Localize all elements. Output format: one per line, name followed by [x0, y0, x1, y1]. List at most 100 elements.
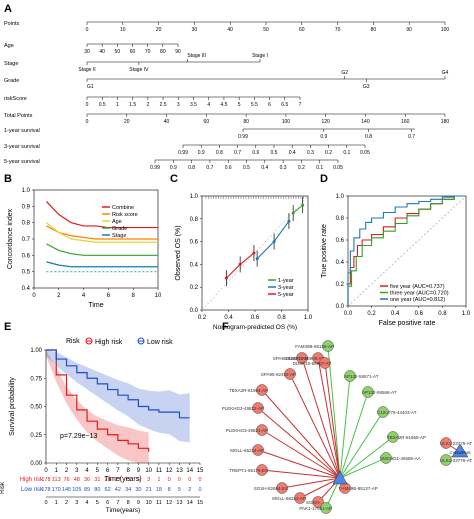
legend-label: five year (AUC=0.737) — [390, 284, 445, 290]
nomogram-row-label: Age — [4, 43, 14, 49]
network-node-label: PAK1-17951-AP — [299, 506, 332, 511]
nomogram-tick-label: 3.5 — [190, 102, 197, 108]
risk-table-count: 178 — [41, 487, 50, 493]
x-tick-label: 13 — [176, 468, 183, 474]
x-tick-label: 7 — [116, 468, 120, 474]
y-tick-label: 0.6 — [190, 240, 199, 246]
legend-label: Combine — [112, 205, 134, 211]
x-tick-label: 0.6 — [415, 311, 424, 317]
network-edge — [317, 357, 341, 479]
y-tick-label: 0.8 — [336, 216, 345, 222]
nomogram-tick-label: 0.6 — [252, 150, 259, 156]
nomogram-tick-label: 0.7 — [408, 134, 415, 140]
risk-table-count: 36 — [84, 477, 90, 483]
nomogram-tick-label: G3 — [363, 84, 370, 90]
series-line — [256, 220, 290, 260]
x-tick-label: 5 — [96, 468, 100, 474]
x-tick-label: 1.0 — [304, 315, 313, 321]
risk-table-count: 42 — [115, 487, 121, 493]
nomogram-row-label: 5-year survival — [4, 159, 40, 165]
network-node — [276, 482, 288, 494]
risk-table-count: 80 — [94, 487, 100, 493]
nomogram-tick-label: 80 — [160, 49, 166, 55]
risk-table-x-tick: 15 — [197, 500, 203, 506]
risk-table-x-label: Time(years) — [106, 507, 140, 514]
diagonal-line — [347, 195, 467, 307]
risk-table-count: 145 — [62, 487, 71, 493]
y-tick-label: 0.4 — [336, 260, 345, 266]
nomogram-tick-label: Stage II — [78, 67, 95, 73]
y-tick-label: 0.2 — [336, 282, 345, 288]
risk-table-count: 62 — [105, 487, 111, 493]
risk-table-x-tick: 12 — [166, 500, 172, 506]
y-tick-label: 1.0 — [22, 188, 31, 194]
series-line — [46, 225, 158, 240]
nomogram-tick-label: 0 — [86, 119, 89, 125]
nomogram-tick-label: 30 — [192, 27, 198, 33]
risk-table-count: 0 — [198, 487, 201, 493]
risk-table-x-tick: 14 — [187, 500, 193, 506]
x-tick-label: 1 — [55, 468, 59, 474]
network-edge — [261, 389, 341, 479]
network-node-label: MGLL-66224-AP — [230, 448, 264, 453]
risk-table-count: 8 — [168, 487, 171, 493]
risk-table-x-tick: 3 — [75, 500, 78, 506]
risk-table-count: 0 — [168, 477, 171, 483]
legend-title: Risk — [66, 338, 80, 345]
survival-curve — [46, 349, 150, 452]
nomogram-tick-label: 0.2 — [298, 165, 305, 171]
legend-label: Stage — [112, 233, 126, 239]
risk-table-x-tick: 1 — [55, 500, 58, 506]
nomogram-tick-label: G4 — [442, 70, 449, 76]
risk-table-count: 2 — [188, 487, 191, 493]
y-tick-label: 0.0 — [190, 308, 199, 314]
panel-d-roc-chart: D 0.0 0.2 0.4 0.6 0.8 1.0 0.0 0.2 0.4 0.6 0.8 1.0 Fal… — [320, 173, 471, 327]
data-point — [224, 276, 228, 280]
network-node — [362, 386, 374, 398]
nomogram-tick-label: 0.8 — [365, 134, 372, 140]
network-node — [252, 402, 264, 414]
y-tick-label: 1.0 — [190, 194, 199, 200]
risk-table-count: 18 — [156, 487, 162, 493]
x-tick-label: 0.2 — [367, 311, 376, 317]
nomogram-tick-label: 160 — [401, 119, 410, 125]
network-node — [256, 424, 268, 436]
risk-table-count: 0 — [178, 477, 181, 483]
x-tick-label: 15 — [197, 468, 204, 474]
x-tick-label: 11 — [156, 468, 163, 474]
nomogram-row-label: Total Points — [4, 113, 33, 119]
network-node-label: SMCHD1-45585-AA — [380, 456, 421, 461]
nomogram-tick-label: 140 — [361, 119, 370, 125]
x-axis-label: Time — [88, 302, 103, 309]
nomogram-tick-label: 5.5 — [251, 102, 258, 108]
nomogram-tick-label: 0.3 — [280, 165, 287, 171]
network-edge — [339, 457, 387, 479]
nomogram-tick-label: 80 — [371, 27, 377, 33]
network-edge — [289, 373, 341, 479]
nomogram-tick-label: 1 — [116, 102, 119, 108]
nomogram-tick-label: 0.2 — [325, 150, 332, 156]
nomogram-tick-label: 50 — [115, 49, 121, 55]
network-node-label: ULK1-23775-AT — [440, 441, 472, 446]
nomogram-tick-label: 0.6 — [225, 165, 232, 171]
panel-letter-a: A — [4, 3, 12, 15]
nomogram-tick-label: 20 — [124, 119, 130, 125]
x-tick-label: 10 — [155, 293, 162, 299]
nomogram-tick-label: 1.5 — [129, 102, 136, 108]
nomogram-tick-label: Stage IV — [129, 67, 149, 73]
x-tick-label: 2 — [65, 468, 69, 474]
network-node — [256, 384, 268, 396]
nomogram-tick-label: 70 — [145, 49, 151, 55]
x-tick-label: 0 — [32, 293, 36, 299]
legend-label: Age — [112, 219, 122, 225]
y-axis-label: Survival probability — [9, 377, 16, 436]
nomogram-tick-label: 0.4 — [261, 165, 268, 171]
nomogram-tick-label: 10 — [120, 27, 126, 33]
nomogram-tick-label: 2.5 — [160, 102, 167, 108]
x-tick-label: 2 — [57, 293, 61, 299]
data-point — [291, 211, 295, 215]
plot-frame — [347, 195, 467, 307]
nomogram-tick-label: 7 — [299, 102, 302, 108]
legend-label: 5-year — [278, 292, 294, 298]
